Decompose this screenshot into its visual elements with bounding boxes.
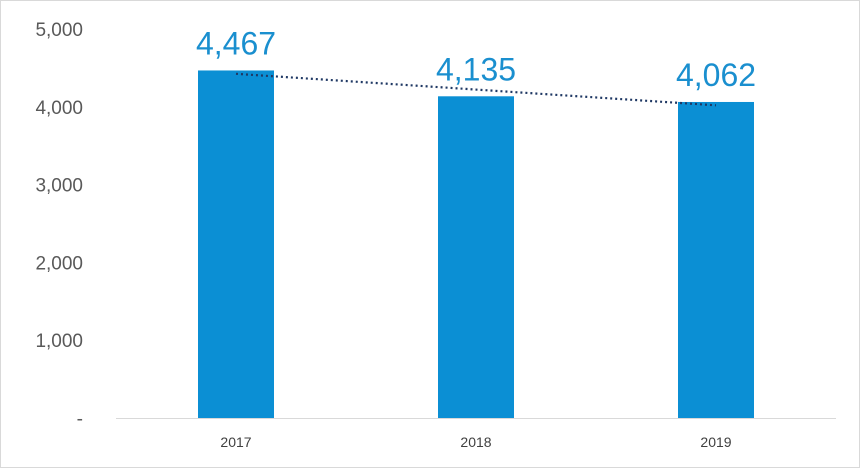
trendline — [235, 72, 717, 107]
y-axis: - 1,000 2,000 3,000 4,000 5,000 — [35, 20, 83, 430]
bar-2017 — [198, 70, 274, 418]
data-label: 4,135 — [436, 51, 516, 87]
y-tick-label: - — [77, 409, 83, 430]
data-labels: 4,467 4,135 4,062 — [196, 25, 756, 93]
x-tick-label: 2017 — [220, 434, 251, 450]
data-label: 4,062 — [676, 57, 756, 93]
y-tick-label: 5,000 — [35, 20, 83, 41]
bar-2019 — [678, 101, 754, 418]
trendline-group — [235, 72, 717, 107]
x-axis: 2017 2018 2019 — [116, 418, 836, 450]
x-tick-label: 2018 — [460, 434, 491, 450]
bars — [198, 70, 754, 418]
x-tick-label: 2019 — [700, 434, 731, 450]
y-tick-label: 2,000 — [35, 253, 83, 274]
y-tick-label: 1,000 — [35, 331, 83, 352]
bar-2018 — [438, 96, 514, 418]
y-tick-label: 4,000 — [35, 98, 83, 119]
data-label: 4,467 — [196, 25, 276, 61]
y-tick-label: 3,000 — [35, 176, 83, 197]
